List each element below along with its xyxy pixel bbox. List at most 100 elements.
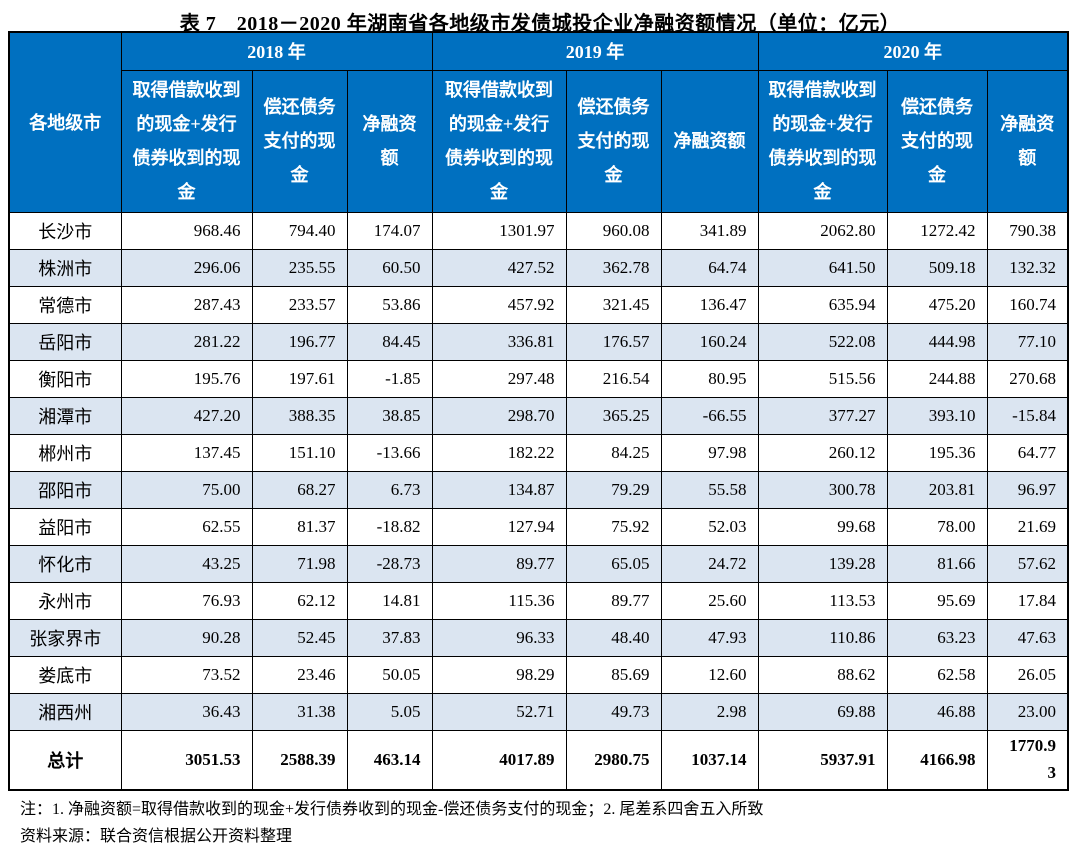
- value-cell: 62.12: [251, 581, 348, 620]
- financing-table: 各地级市 2018 年 2019 年 2020 年 取得借款收到的现金+发行债券…: [8, 31, 1069, 791]
- city-cell: 邵阳市: [8, 470, 122, 509]
- note-line: 注：1. 净融资额=取得借款收到的现金+发行债券收到的现金-偿还债务支付的现金；…: [20, 801, 764, 818]
- header-2018-cash-inflow: 取得借款收到的现金+发行债券收到的现金: [120, 69, 253, 213]
- value-cell: -13.66: [346, 433, 433, 472]
- value-cell: 635.94: [757, 285, 888, 324]
- value-cell: 336.81: [431, 322, 567, 361]
- value-cell: 95.69: [886, 581, 988, 620]
- header-2020-net-financing: 净融资额: [986, 69, 1069, 213]
- table-row: 岳阳市 281.22 196.77 84.45 336.81 176.57 160.24 52…: [8, 322, 1069, 361]
- table-row: 株洲市 296.06 235.55 60.50 427.52 362.78 64.74 641…: [8, 248, 1069, 287]
- value-cell: 197.61: [251, 359, 348, 398]
- value-cell: 1272.42: [886, 211, 988, 250]
- source-line: 资料来源：联合资信根据公开资料整理: [20, 828, 293, 846]
- value-cell: 17.84: [986, 581, 1069, 620]
- year-header-2019: 2019 年: [431, 31, 759, 71]
- value-cell: 43.25: [120, 544, 253, 583]
- value-cell: 31.38: [251, 692, 348, 731]
- value-cell: -18.82: [346, 507, 433, 546]
- table-row: 湘西州 36.43 31.38 5.05 52.71 49.73 2.98 69.88 46.8…: [8, 692, 1069, 731]
- header-2019-debt-repaid: 偿还债务支付的现金: [565, 69, 662, 213]
- value-cell: 137.45: [120, 433, 253, 472]
- value-cell: 196.77: [251, 322, 348, 361]
- value-cell: 5.05: [346, 692, 433, 731]
- value-cell: 113.53: [757, 581, 888, 620]
- table-row: 湘潭市 427.20 388.35 38.85 298.70 365.25 -66.55 37…: [8, 396, 1069, 435]
- value-cell: 25.60: [660, 581, 759, 620]
- value-cell: 2.98: [660, 692, 759, 731]
- value-cell: 341.89: [660, 211, 759, 250]
- value-cell: 65.05: [565, 544, 662, 583]
- city-cell: 怀化市: [8, 544, 122, 583]
- value-cell: 1301.97: [431, 211, 567, 250]
- city-cell: 永州市: [8, 581, 122, 620]
- value-cell: 195.36: [886, 433, 988, 472]
- value-cell: 388.35: [251, 396, 348, 435]
- value-cell: 37.83: [346, 618, 433, 657]
- value-cell: 64.77: [986, 433, 1069, 472]
- value-cell: 75.92: [565, 507, 662, 546]
- value-cell: 960.08: [565, 211, 662, 250]
- value-cell: 160.24: [660, 322, 759, 361]
- table-title: 表 7 2018－2020 年湖南省各地级市发债城投企业净融资额情况（单位：亿元…: [179, 13, 901, 35]
- value-cell: 260.12: [757, 433, 888, 472]
- value-cell: 60.50: [346, 248, 433, 287]
- subcolumn-header-row: 取得借款收到的现金+发行债券收到的现金 偿还债务支付的现金 净融资额 取得借款收…: [9, 69, 1069, 213]
- table-header: 各地级市 2018 年 2019 年 2020 年 取得借款收到的现金+发行债券…: [8, 31, 1069, 213]
- value-cell: -15.84: [986, 396, 1069, 435]
- value-cell: 80.95: [660, 359, 759, 398]
- city-cell: 总计: [8, 729, 122, 791]
- header-2020-cash-inflow: 取得借款收到的现金+发行债券收到的现金: [757, 69, 888, 213]
- value-cell: 393.10: [886, 396, 988, 435]
- value-cell: 81.37: [251, 507, 348, 546]
- header-2018-debt-repaid: 偿还债务支付的现金: [251, 69, 348, 213]
- year-header-2020: 2020 年: [757, 31, 1069, 71]
- value-cell: 216.54: [565, 359, 662, 398]
- table-row: 郴州市 137.45 151.10 -13.66 182.22 84.25 97.98 260…: [8, 433, 1069, 472]
- header-2018-net-financing: 净融资额: [346, 69, 433, 213]
- city-cell: 株洲市: [8, 248, 122, 287]
- value-cell: 1037.14: [660, 729, 759, 791]
- value-cell: 522.08: [757, 322, 888, 361]
- table-row: 益阳市 62.55 81.37 -18.82 127.94 75.92 52.03 99.68…: [8, 507, 1069, 546]
- value-cell: 2588.39: [251, 729, 348, 791]
- value-cell: 47.63: [986, 618, 1069, 657]
- value-cell: 48.40: [565, 618, 662, 657]
- column-header-city: 各地级市: [8, 31, 122, 213]
- value-cell: 132.32: [986, 248, 1069, 287]
- value-cell: 475.20: [886, 285, 988, 324]
- value-cell: 160.74: [986, 285, 1069, 324]
- value-cell: -28.73: [346, 544, 433, 583]
- value-cell: 115.36: [431, 581, 567, 620]
- value-cell: 110.86: [757, 618, 888, 657]
- value-cell: 62.55: [120, 507, 253, 546]
- value-cell: 64.74: [660, 248, 759, 287]
- value-cell: 5937.91: [757, 729, 888, 791]
- value-cell: 84.45: [346, 322, 433, 361]
- value-cell: 77.10: [986, 322, 1069, 361]
- value-cell: 233.57: [251, 285, 348, 324]
- table-row: 邵阳市 75.00 68.27 6.73 134.87 79.29 55.58 300.78 2…: [8, 470, 1069, 509]
- value-cell: 53.86: [346, 285, 433, 324]
- table-row: 衡阳市 195.76 197.61 -1.85 297.48 216.54 80.95 515…: [8, 359, 1069, 398]
- value-cell: -1.85: [346, 359, 433, 398]
- value-cell: 89.77: [431, 544, 567, 583]
- value-cell: 90.28: [120, 618, 253, 657]
- value-cell: 46.88: [886, 692, 988, 731]
- value-cell: 99.68: [757, 507, 888, 546]
- value-cell: 641.50: [757, 248, 888, 287]
- value-cell: 457.92: [431, 285, 567, 324]
- value-cell: 134.87: [431, 470, 567, 509]
- value-cell: 321.45: [565, 285, 662, 324]
- value-cell: 300.78: [757, 470, 888, 509]
- value-cell: 270.68: [986, 359, 1069, 398]
- value-cell: 139.28: [757, 544, 888, 583]
- value-cell: 71.98: [251, 544, 348, 583]
- value-cell: 52.71: [431, 692, 567, 731]
- value-cell: 4166.98: [886, 729, 988, 791]
- value-cell: 794.40: [251, 211, 348, 250]
- city-cell: 益阳市: [8, 507, 122, 546]
- city-cell: 郴州市: [8, 433, 122, 472]
- value-cell: 47.93: [660, 618, 759, 657]
- value-cell: 14.81: [346, 581, 433, 620]
